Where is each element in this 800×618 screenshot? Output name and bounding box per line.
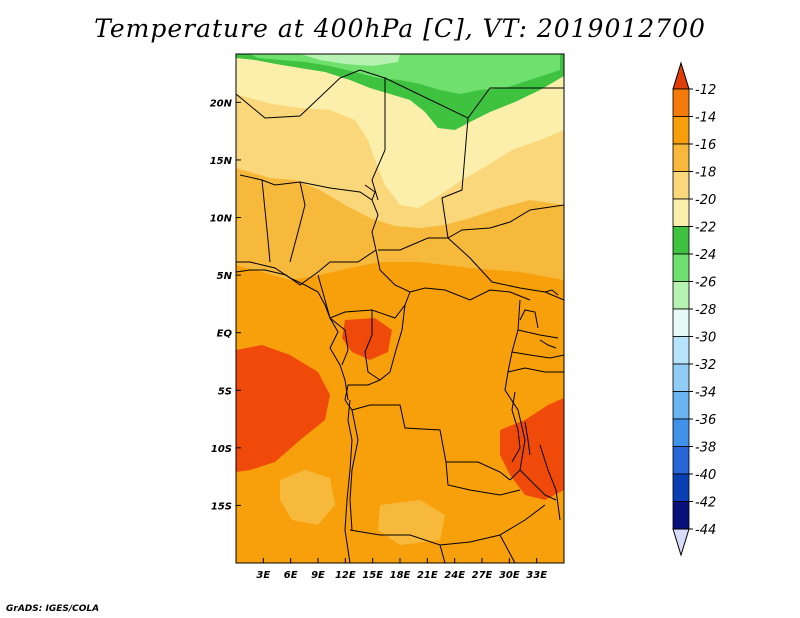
colorbar-label: -40 <box>695 468 716 483</box>
colorbar-label: -22 <box>695 221 716 236</box>
colorbar-swatch <box>672 143 690 172</box>
lat-tick-label: EQ <box>217 329 233 340</box>
lon-tick-label: 33E <box>526 570 547 581</box>
lon-tick-label: 9E <box>311 570 325 581</box>
colorbar-bottom-arrow <box>672 528 690 557</box>
lat-tick-label: 15S <box>211 501 232 512</box>
lat-tick-label: 5N <box>217 271 233 282</box>
lat-tick-label: 10N <box>210 214 233 225</box>
colorbar-swatch <box>672 308 690 337</box>
colorbar-swatch <box>672 281 690 310</box>
lon-tick-label: 12E <box>335 570 356 581</box>
field-warm-west <box>236 345 330 472</box>
colorbar-swatch <box>672 473 690 502</box>
field-band-24 <box>250 54 560 94</box>
colorbar-swatch <box>672 418 690 447</box>
colorbar-label: -38 <box>695 441 716 456</box>
colorbar-swatch <box>672 391 690 420</box>
lon-tick-label: 30E <box>499 570 520 581</box>
colorbar-label: -20 <box>695 193 716 208</box>
colorbar-label: -42 <box>695 496 716 511</box>
longitude-ticks: 3E 6E 9E 12E 15E 18E 21E 24E 27E 30E 33E <box>256 558 547 581</box>
colorbar-swatch <box>672 363 690 392</box>
colorbar-label: -30 <box>695 331 716 346</box>
country-borders <box>236 69 564 563</box>
lat-tick-label: 5S <box>218 386 232 397</box>
field-cool-south <box>280 470 335 525</box>
colorbar-swatch <box>672 226 690 255</box>
colorbar-swatch <box>672 501 690 530</box>
lon-tick-label: 24E <box>444 570 465 581</box>
colorbar-swatch <box>672 171 690 200</box>
lon-tick-label: 15E <box>362 570 383 581</box>
lon-tick-label: 3E <box>256 570 270 581</box>
colorbar-label: -34 <box>695 386 716 401</box>
colorbar-swatch <box>672 88 690 117</box>
colorbar-label: -18 <box>695 166 716 181</box>
colorbar: -12 -14 -16 -18 -20 -22 -24 -26 -28 -30 -32 -34 -36 -… <box>672 61 716 557</box>
coastlines <box>236 184 559 563</box>
lat-tick-label: 20N <box>210 98 233 109</box>
colorbar-label: -32 <box>695 358 716 373</box>
colorbar-label: -28 <box>695 303 716 318</box>
field-warm-center <box>342 318 392 360</box>
lon-tick-label: 6E <box>284 570 298 581</box>
colorbar-label: -16 <box>695 138 716 153</box>
colorbar-label: -44 <box>695 523 716 538</box>
colorbar-swatch <box>672 446 690 475</box>
colorbar-label: -14 <box>695 111 716 126</box>
latitude-ticks: 20N 15N 10N 5N EQ 5S 10S 15S <box>210 98 241 512</box>
colorbar-label: -26 <box>695 276 716 291</box>
colorbar-swatch <box>672 116 690 145</box>
colorbar-label: -12 <box>695 83 716 98</box>
temperature-field <box>236 54 564 563</box>
colorbar-label: -24 <box>695 248 716 263</box>
lon-tick-label: 27E <box>472 570 493 581</box>
lat-tick-label: 10S <box>211 444 232 455</box>
credit-label: GrADS: IGES/COLA <box>6 604 100 614</box>
lon-tick-label: 18E <box>390 570 411 581</box>
colorbar-swatch <box>672 198 690 227</box>
colorbar-top-arrow <box>672 61 690 90</box>
colorbar-swatch <box>672 253 690 282</box>
chart-title: Temperature at 400hPa [C], VT: 201901270… <box>94 14 706 43</box>
lon-tick-label: 21E <box>417 570 438 581</box>
colorbar-swatch <box>672 336 690 365</box>
field-band-26 <box>300 54 400 66</box>
lat-tick-label: 15N <box>210 156 233 167</box>
field-cool-south-2 <box>378 500 445 545</box>
colorbar-label: -36 <box>695 413 716 428</box>
